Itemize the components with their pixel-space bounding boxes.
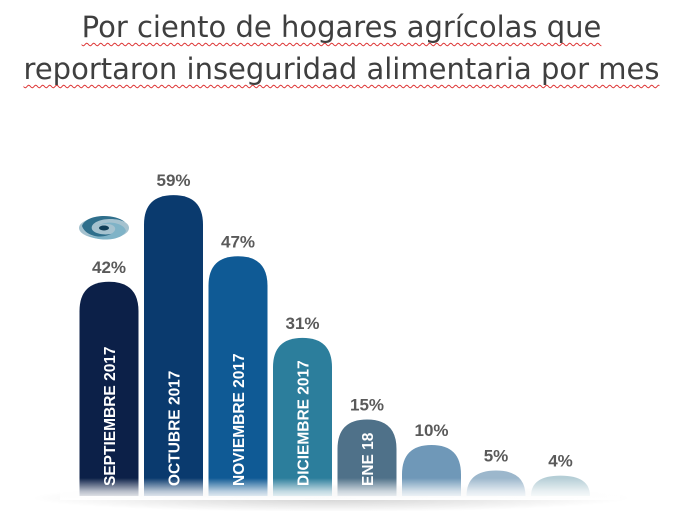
bar-3 [208, 256, 268, 496]
category-label-1: SEPTIEMBRE 2017 [102, 346, 119, 486]
category-label-4: DICIEMBRE 2017 [296, 360, 313, 486]
bar-5 [337, 419, 397, 496]
hurricane-icon [79, 216, 129, 240]
chart-title: Por ciento de hogares agrícolas que repo… [0, 6, 683, 90]
value-label-8: 4% [548, 452, 573, 471]
category-label-5: ENE 18 [360, 432, 377, 486]
value-label-1: 42% [92, 258, 126, 277]
value-label-3: 47% [221, 232, 255, 251]
bar-1 [79, 281, 139, 496]
title-line-2: reportaron inseguridad alimentaria por m… [23, 52, 660, 86]
bar-2 [144, 195, 203, 496]
category-label-2: OCTUBRE 2017 [167, 371, 184, 486]
value-label-5: 15% [350, 396, 384, 415]
value-label-7: 5% [484, 447, 509, 466]
value-label-4: 31% [285, 314, 319, 333]
value-label-2: 59% [156, 171, 190, 190]
category-label-3: NOVIEMBRE 2017 [231, 353, 248, 486]
value-label-6: 10% [414, 421, 448, 440]
title-line-1: Por ciento de hogares agrícolas que [81, 10, 602, 44]
bar-4 [273, 337, 332, 496]
